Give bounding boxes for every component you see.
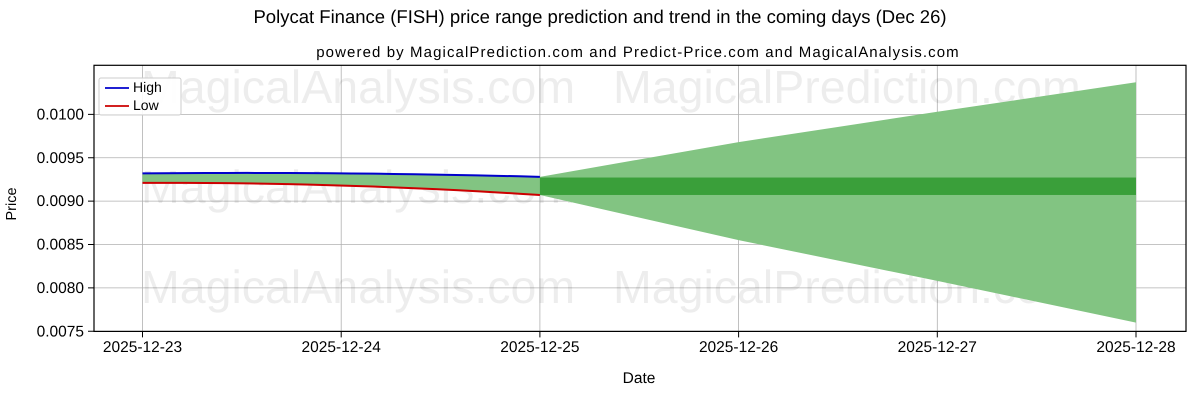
svg-text:Low: Low xyxy=(133,97,160,113)
svg-text:2025-12-23: 2025-12-23 xyxy=(103,339,182,356)
svg-text:0.0080: 0.0080 xyxy=(37,280,85,297)
svg-text:2025-12-24: 2025-12-24 xyxy=(302,339,382,356)
svg-text:2025-12-26: 2025-12-26 xyxy=(699,339,778,356)
svg-text:0.0095: 0.0095 xyxy=(37,150,84,167)
svg-text:0.0090: 0.0090 xyxy=(37,193,85,210)
svg-text:0.0075: 0.0075 xyxy=(37,323,84,340)
svg-text:MagicalAnalysis.com: MagicalAnalysis.com xyxy=(141,61,575,113)
svg-text:2025-12-28: 2025-12-28 xyxy=(1096,339,1175,356)
svg-text:2025-12-27: 2025-12-27 xyxy=(898,339,977,356)
svg-text:Price: Price xyxy=(4,187,20,220)
svg-text:0.0100: 0.0100 xyxy=(37,107,85,124)
svg-text:Date: Date xyxy=(623,370,656,387)
svg-text:2025-12-25: 2025-12-25 xyxy=(500,339,579,356)
svg-text:0.0085: 0.0085 xyxy=(37,237,84,254)
svg-text:High: High xyxy=(133,79,162,95)
svg-text:MagicalAnalysis.com: MagicalAnalysis.com xyxy=(141,261,575,313)
